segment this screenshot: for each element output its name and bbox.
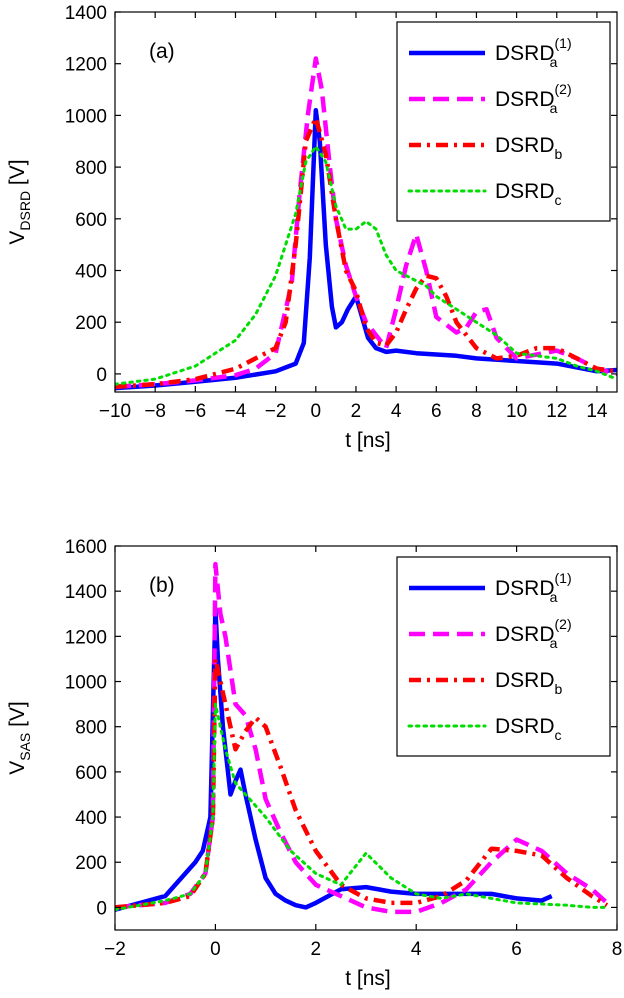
y-tick-label: 800 xyxy=(75,718,107,739)
legend-label-2: DSRD(2) a xyxy=(495,81,572,116)
series-line-3 xyxy=(115,656,609,910)
x-axis-label: t [ns] xyxy=(345,967,391,990)
x-tick-label: 4 xyxy=(391,401,402,422)
y-tick-label: 1600 xyxy=(65,537,107,558)
x-tick-label: −4 xyxy=(225,401,247,422)
legend-label-1: DSRD(1) a xyxy=(495,35,572,70)
series-line-1 xyxy=(115,606,553,912)
legend: DSRD(1) a DSRD(2) a DSRDb DSRDc xyxy=(396,21,611,222)
y-tick-label: 1200 xyxy=(65,55,107,76)
x-tick-label: 2 xyxy=(311,939,322,960)
legend-label-3: DSRDb xyxy=(495,669,563,697)
y-axis-label: VDSRD [V] xyxy=(6,159,33,244)
y-tick-label: 1000 xyxy=(65,106,107,127)
y-tick-label: 600 xyxy=(75,763,107,784)
legend: DSRD(1) a DSRD(2) a DSRDb DSRDc xyxy=(396,556,611,757)
y-tick-label: 1200 xyxy=(65,627,107,648)
y-tick-label: 0 xyxy=(96,365,107,386)
series-line-4 xyxy=(115,144,617,386)
y-tick-label: 400 xyxy=(75,808,107,829)
y-tick-label: 1400 xyxy=(65,582,107,603)
panel-label: (a) xyxy=(149,40,175,63)
axes-frame xyxy=(114,11,618,393)
x-tick-label: 8 xyxy=(471,401,482,422)
series-line-1 xyxy=(115,107,617,391)
x-tick-label: −2 xyxy=(104,939,126,960)
y-axis-label: VSAS [V] xyxy=(6,701,33,775)
panel-a: −10 −8 −6 −4 −2 0 2 4 6 8 10 12 14 0 200 400 600 800 1000 1… xyxy=(6,3,618,452)
x-tick-label: 14 xyxy=(586,401,608,422)
x-tick-label: 0 xyxy=(311,401,322,422)
y-tick-label: 1400 xyxy=(65,3,107,24)
legend-label-1: DSRD(1) a xyxy=(495,570,572,605)
x-tick-label: 0 xyxy=(210,939,221,960)
series-line-3 xyxy=(115,115,617,390)
series-line-2 xyxy=(115,56,617,390)
y-tick-label: 200 xyxy=(75,313,107,334)
x-axis-label: t [ns] xyxy=(345,429,391,452)
x-tick-label: 6 xyxy=(511,939,522,960)
x-tick-label: −10 xyxy=(99,401,131,422)
panel-label: (b) xyxy=(149,574,175,597)
x-tick-label: 10 xyxy=(506,401,527,422)
panel-b: −2 0 2 4 6 8 0 200 400 600 800 1000 1200 1400 1600 t [n… xyxy=(6,537,622,990)
x-tick-label: −6 xyxy=(184,401,206,422)
series-line-4 xyxy=(115,702,609,912)
x-tick-label: 12 xyxy=(546,401,567,422)
x-tick-label: 4 xyxy=(411,939,422,960)
legend-label-2: DSRD(2) a xyxy=(495,616,572,651)
x-tick-label: 8 xyxy=(612,939,623,960)
y-tick-label: 400 xyxy=(75,262,107,283)
plot-area xyxy=(115,56,617,391)
x-tick-label: −2 xyxy=(265,401,287,422)
y-tick-label: 800 xyxy=(75,158,107,179)
x-tick-label: 2 xyxy=(351,401,362,422)
x-tick-label: 6 xyxy=(431,401,442,422)
y-tick-label: 1000 xyxy=(65,673,107,694)
y-tick-label: 0 xyxy=(96,898,107,919)
legend-label-4: DSRDc xyxy=(495,180,562,208)
legend-label-3: DSRDb xyxy=(495,134,563,162)
y-tick-label: 600 xyxy=(75,210,107,231)
plot-area xyxy=(115,561,609,915)
axes-frame xyxy=(114,545,618,931)
y-tick-label: 200 xyxy=(75,853,107,874)
legend-label-4: DSRDc xyxy=(495,715,562,743)
x-tick-label: −8 xyxy=(144,401,166,422)
